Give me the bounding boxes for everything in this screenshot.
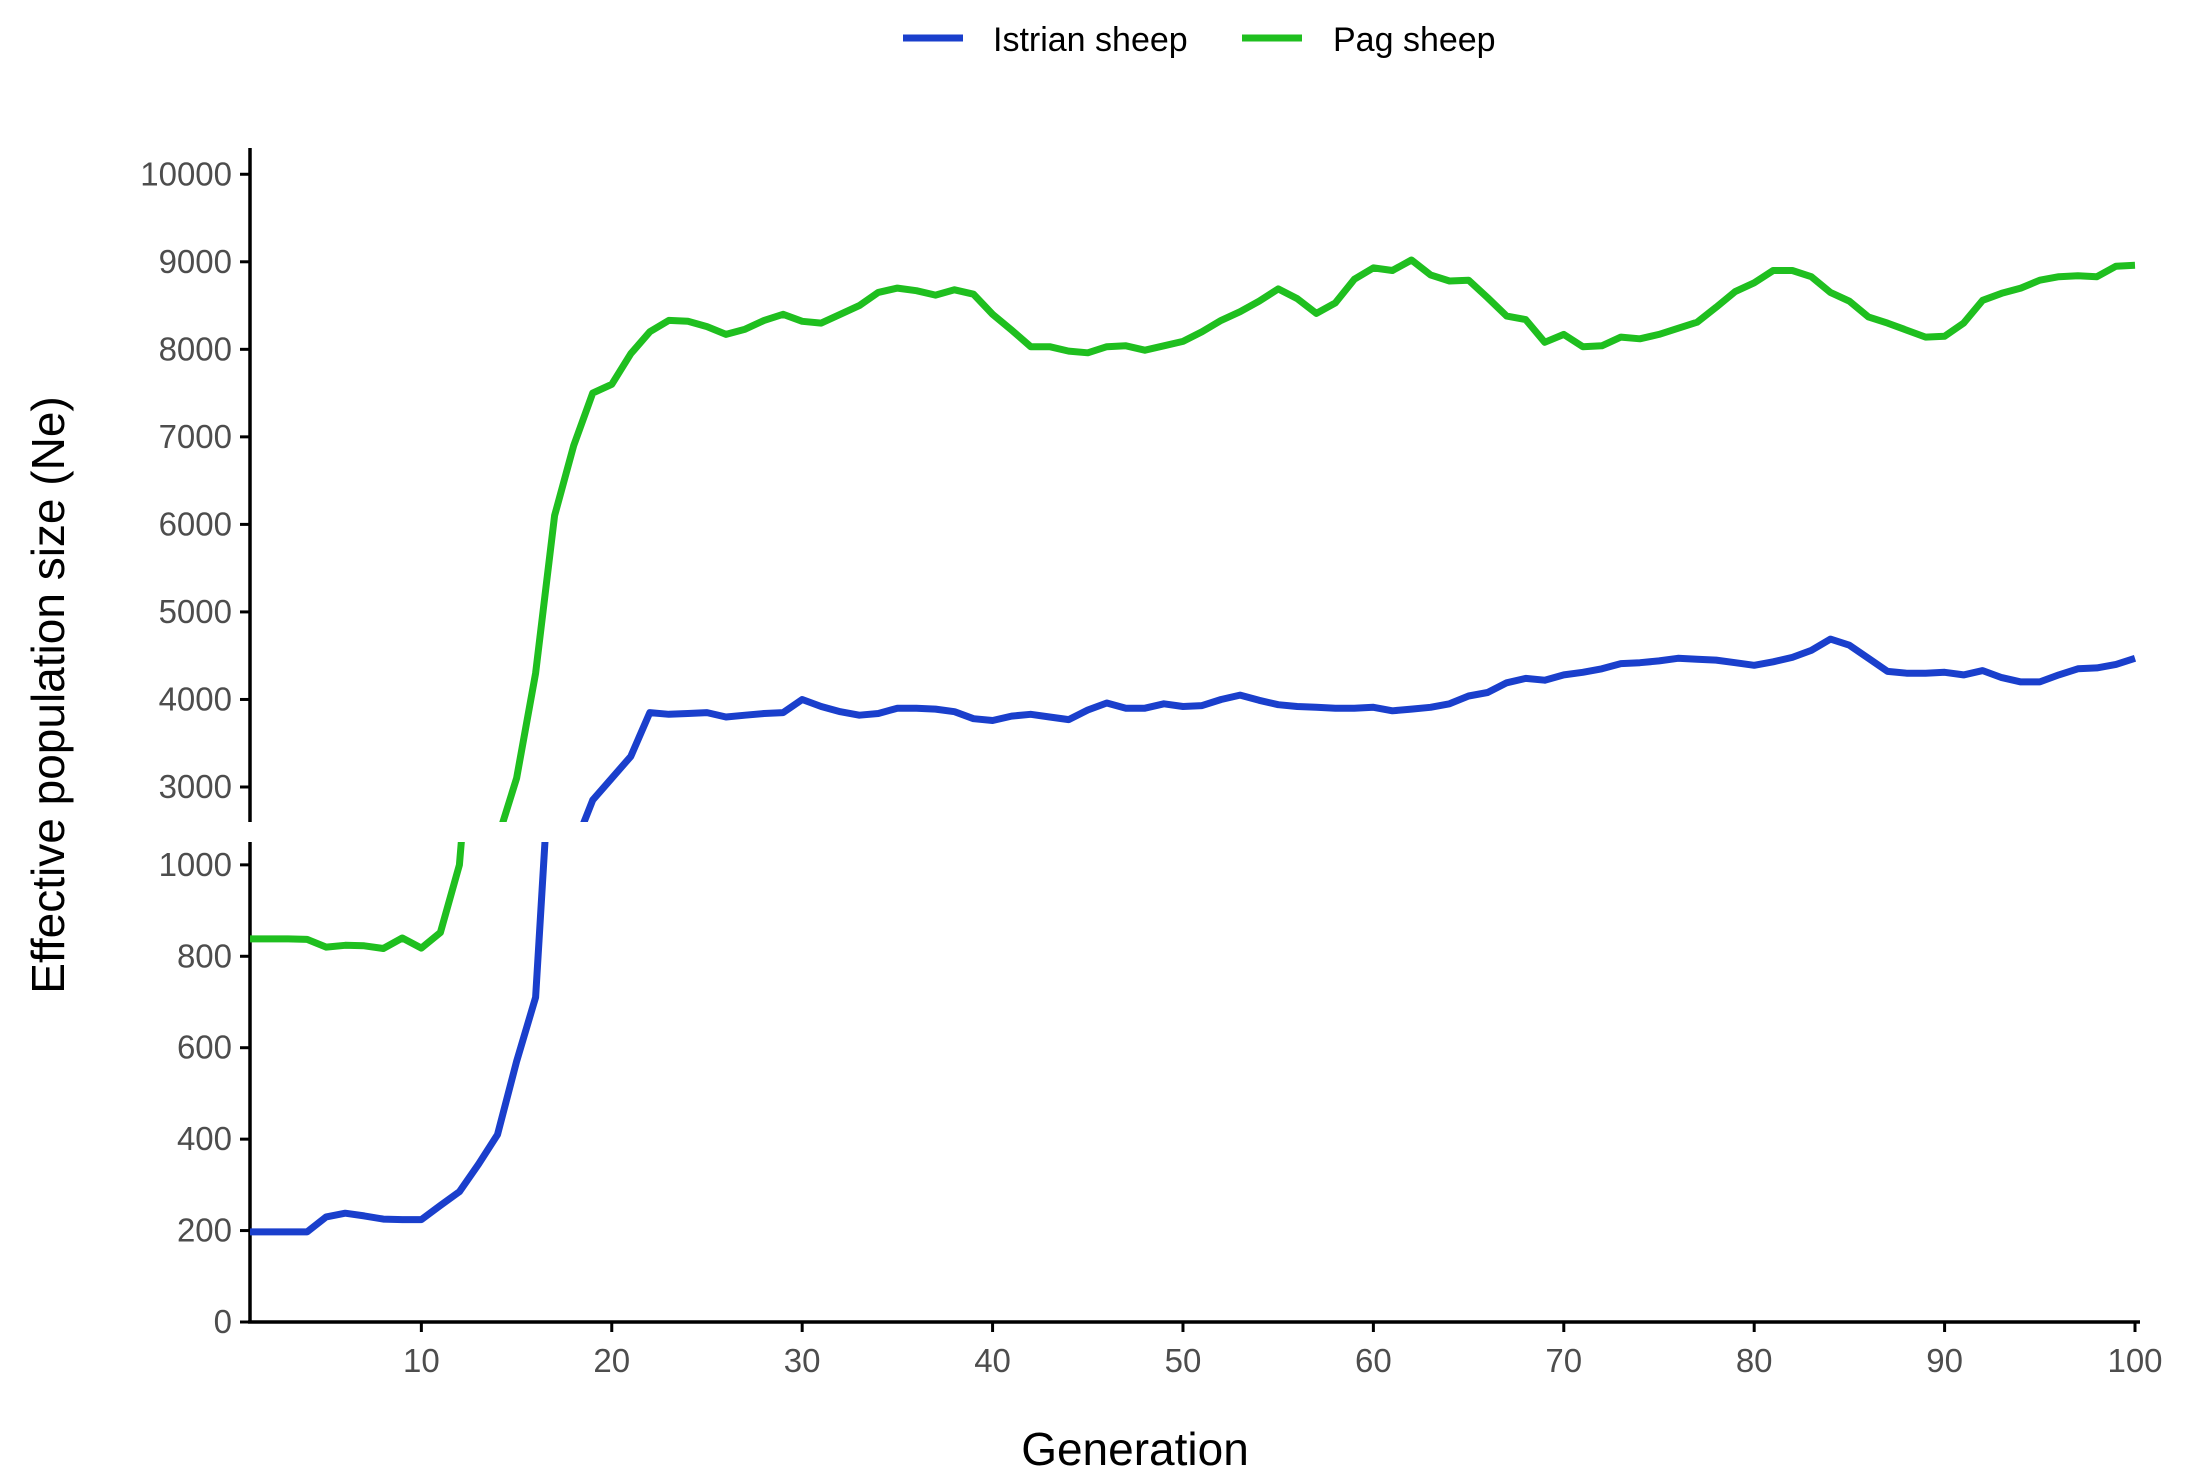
y-tick-label-6000: 6000 — [159, 505, 232, 542]
axes — [248, 148, 2140, 1324]
y-axis-ticks: 0 200 400 600 800 1000 3000 4000 5000 6000 7000 800… — [140, 155, 250, 1340]
y-tick-label-400: 400 — [177, 1120, 232, 1157]
legend-label-pag: Pag sheep — [1333, 21, 1496, 59]
x-tick-label-60: 60 — [1355, 1342, 1392, 1379]
y-tick-label-200: 200 — [177, 1212, 232, 1249]
y-tick-label-10000: 10000 — [140, 155, 232, 192]
y-tick-label-800: 800 — [177, 937, 232, 974]
y-tick-label-8000: 8000 — [159, 330, 232, 367]
y-tick-label-600: 600 — [177, 1029, 232, 1066]
legend: Istrian sheep Pag sheep — [903, 21, 1496, 59]
x-tick-label-40: 40 — [974, 1342, 1011, 1379]
series-line-istrian-sheep-lower — [250, 842, 549, 1236]
y-tick-label-5000: 5000 — [159, 593, 232, 630]
x-tick-label-90: 90 — [1926, 1342, 1963, 1379]
x-tick-label-50: 50 — [1165, 1342, 1202, 1379]
y-tick-label-3000: 3000 — [159, 768, 232, 805]
series-group — [250, 256, 2137, 1236]
x-tick-label-70: 70 — [1545, 1342, 1582, 1379]
x-tick-label-80: 80 — [1736, 1342, 1773, 1379]
y-tick-label-1000: 1000 — [159, 846, 232, 883]
x-tick-label-30: 30 — [784, 1342, 821, 1379]
y-tick-label-4000: 4000 — [159, 680, 232, 717]
x-tick-label-10: 10 — [403, 1342, 440, 1379]
x-tick-label-20: 20 — [593, 1342, 630, 1379]
y-axis-title: Effective population size (Ne) — [22, 396, 74, 993]
x-axis-title: Generation — [1021, 1423, 1249, 1475]
y-tick-label-7000: 7000 — [159, 418, 232, 455]
y-tick-label-9000: 9000 — [159, 243, 232, 280]
legend-label-istrian: Istrian sheep — [993, 21, 1188, 59]
y-tick-label-0: 0 — [214, 1303, 232, 1340]
x-axis-ticks: 10 20 30 40 50 60 70 80 90 100 — [403, 1322, 2163, 1379]
x-tick-label-100: 100 — [2107, 1342, 2162, 1379]
series-line-istrian-sheep-upper — [580, 635, 2137, 822]
series-line-pag-sheep-upper — [499, 256, 2136, 822]
series-line-pag-sheep-lower — [250, 842, 465, 952]
